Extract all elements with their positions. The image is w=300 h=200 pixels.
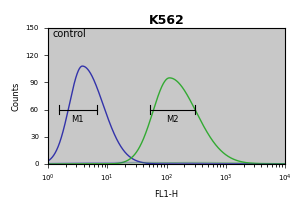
Y-axis label: Counts: Counts — [11, 81, 20, 111]
X-axis label: FL1-H: FL1-H — [154, 190, 178, 199]
Title: K562: K562 — [148, 14, 184, 27]
Text: control: control — [53, 29, 86, 39]
Text: M1: M1 — [71, 115, 84, 124]
Text: M2: M2 — [166, 115, 179, 124]
